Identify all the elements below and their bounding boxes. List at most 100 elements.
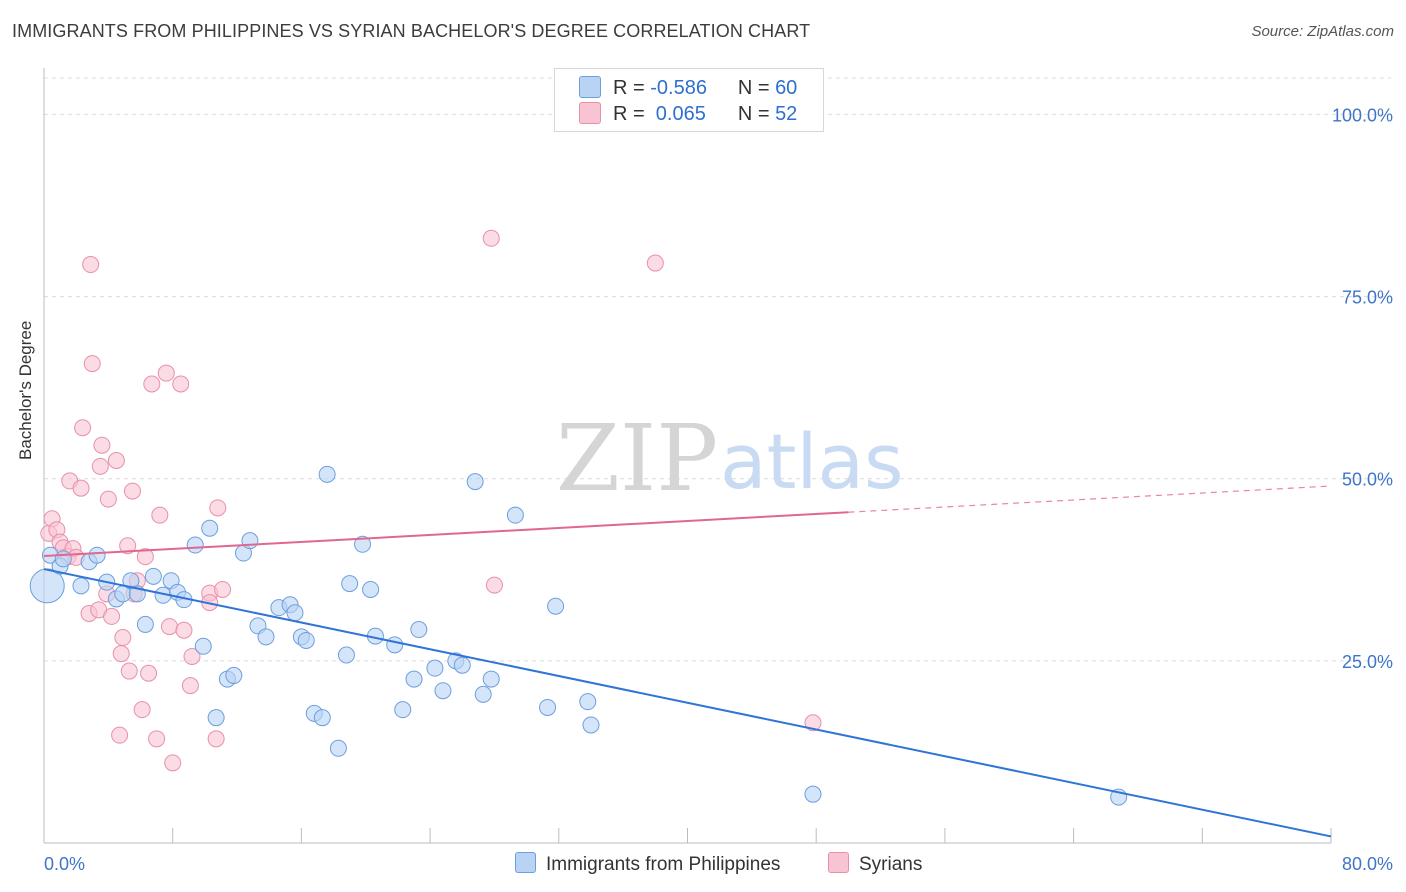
philippines-point — [434, 682, 452, 700]
syrians-point — [107, 452, 125, 469]
philippines-point — [257, 628, 275, 646]
philippines-point — [136, 615, 154, 633]
r-label: R = — [613, 103, 645, 125]
syrians-point — [485, 576, 503, 594]
syrians-trendline — [43, 511, 849, 557]
philippines-point — [582, 716, 600, 734]
gridlines — [44, 77, 1391, 662]
philippines-point — [405, 670, 423, 688]
syrians-point — [209, 499, 227, 517]
legend-item-syrians[interactable]: Syrians — [828, 852, 922, 876]
syrians-swatch-icon — [579, 102, 601, 124]
syrians-point — [482, 229, 500, 247]
philippines-point — [341, 575, 359, 593]
syrians-point — [164, 754, 182, 772]
syrians-point — [214, 580, 232, 598]
syrians-point — [72, 479, 90, 497]
syrians-point — [82, 256, 100, 274]
syrians-point — [183, 647, 201, 665]
philippines-point — [354, 535, 372, 553]
stats-legend-row-syrians: R = 0.065 N = 52 — [579, 102, 797, 126]
syrians-point — [160, 618, 178, 636]
syrians-point — [143, 375, 161, 393]
chart-title: IMMIGRANTS FROM PHILIPPINES VS SYRIAN BA… — [12, 21, 811, 41]
philippines-point — [337, 646, 355, 664]
syrians-point — [133, 701, 151, 719]
r-value: 0.065 — [650, 103, 706, 125]
syrians-point — [114, 629, 132, 647]
n-value: 60 — [775, 77, 798, 99]
philippines-point — [482, 670, 500, 688]
philippines-point — [225, 666, 243, 684]
philippines-point — [297, 631, 315, 649]
r-label: R = — [613, 77, 645, 99]
syrians-point — [646, 254, 664, 272]
syrians-point — [140, 664, 158, 682]
y-tick-label: 75.0% — [1342, 288, 1393, 308]
syrians-point — [103, 607, 121, 625]
philippines-point — [547, 597, 565, 615]
axes — [43, 68, 1332, 844]
syrians-point — [93, 436, 111, 454]
syrians-legend-swatch-icon — [828, 852, 849, 873]
legend-label-philippines: Immigrants from Philippines — [546, 854, 781, 875]
philippines-point — [474, 685, 492, 703]
syrians-point — [181, 677, 199, 695]
philippines-point — [286, 604, 304, 622]
n-label: N = — [737, 103, 770, 125]
legend-label-syrians: Syrians — [859, 854, 923, 875]
n-value: 52 — [775, 103, 798, 125]
y-tick-label: 25.0% — [1342, 652, 1393, 672]
philippines-point — [194, 637, 212, 655]
philippines-point — [394, 701, 412, 719]
philippines-point — [144, 567, 162, 585]
philippines-point — [329, 739, 347, 757]
r-value: -0.586 — [650, 77, 707, 99]
philippines-point — [579, 693, 597, 711]
watermark: ZIP atlas — [556, 405, 904, 512]
philippines-point — [72, 577, 90, 595]
philippines-point — [313, 709, 331, 727]
syrians-point — [207, 730, 225, 748]
philippines-point — [201, 519, 219, 537]
philippines-point — [426, 659, 444, 677]
syrians-point — [123, 482, 141, 500]
philippines-point — [506, 506, 524, 524]
trendlines — [43, 485, 1332, 838]
y-axis-label: Bachelor's Degree — [16, 320, 35, 460]
philippines-point — [186, 536, 204, 554]
philippines-swatch-icon — [579, 76, 601, 98]
philippines-point — [453, 656, 471, 674]
y-tick-label: 100.0% — [1332, 105, 1393, 125]
philippines-point — [207, 709, 225, 727]
philippines-points — [29, 465, 1128, 806]
x-tick-label: 80.0% — [1342, 854, 1393, 874]
syrians-point — [112, 645, 130, 663]
philippines-point — [88, 546, 106, 564]
n-label: N = — [737, 77, 770, 99]
philippines-point — [410, 621, 428, 639]
philippines-point — [386, 636, 404, 654]
watermark-zip: ZIP — [556, 405, 718, 512]
philippines-point — [539, 698, 557, 716]
syrians-point — [804, 714, 822, 732]
philippines-point — [318, 465, 336, 483]
syrians-point — [91, 457, 109, 475]
syrians-point — [83, 355, 101, 373]
philippines-point — [362, 580, 380, 598]
syrians-point — [99, 490, 117, 508]
tick-labels: 25.0% 50.0% 75.0% 100.0% 0.0% 80.0% — [44, 105, 1393, 874]
legend-item-philippines[interactable]: Immigrants from Philippines — [515, 852, 780, 876]
philippines-trendline — [43, 568, 1332, 838]
x-tick-label: 0.0% — [44, 854, 85, 874]
philippines-point — [54, 550, 72, 568]
watermark-atlas: atlas — [720, 417, 904, 506]
syrians-point — [120, 662, 138, 680]
stats-legend-row-philippines: R = -0.586 N = 60 — [579, 76, 797, 100]
syrians-trendline-extension — [848, 485, 1332, 513]
syrians-point — [151, 506, 169, 524]
philippines-point — [241, 532, 259, 550]
syrians-point — [111, 726, 129, 744]
syrians-point — [119, 537, 137, 555]
